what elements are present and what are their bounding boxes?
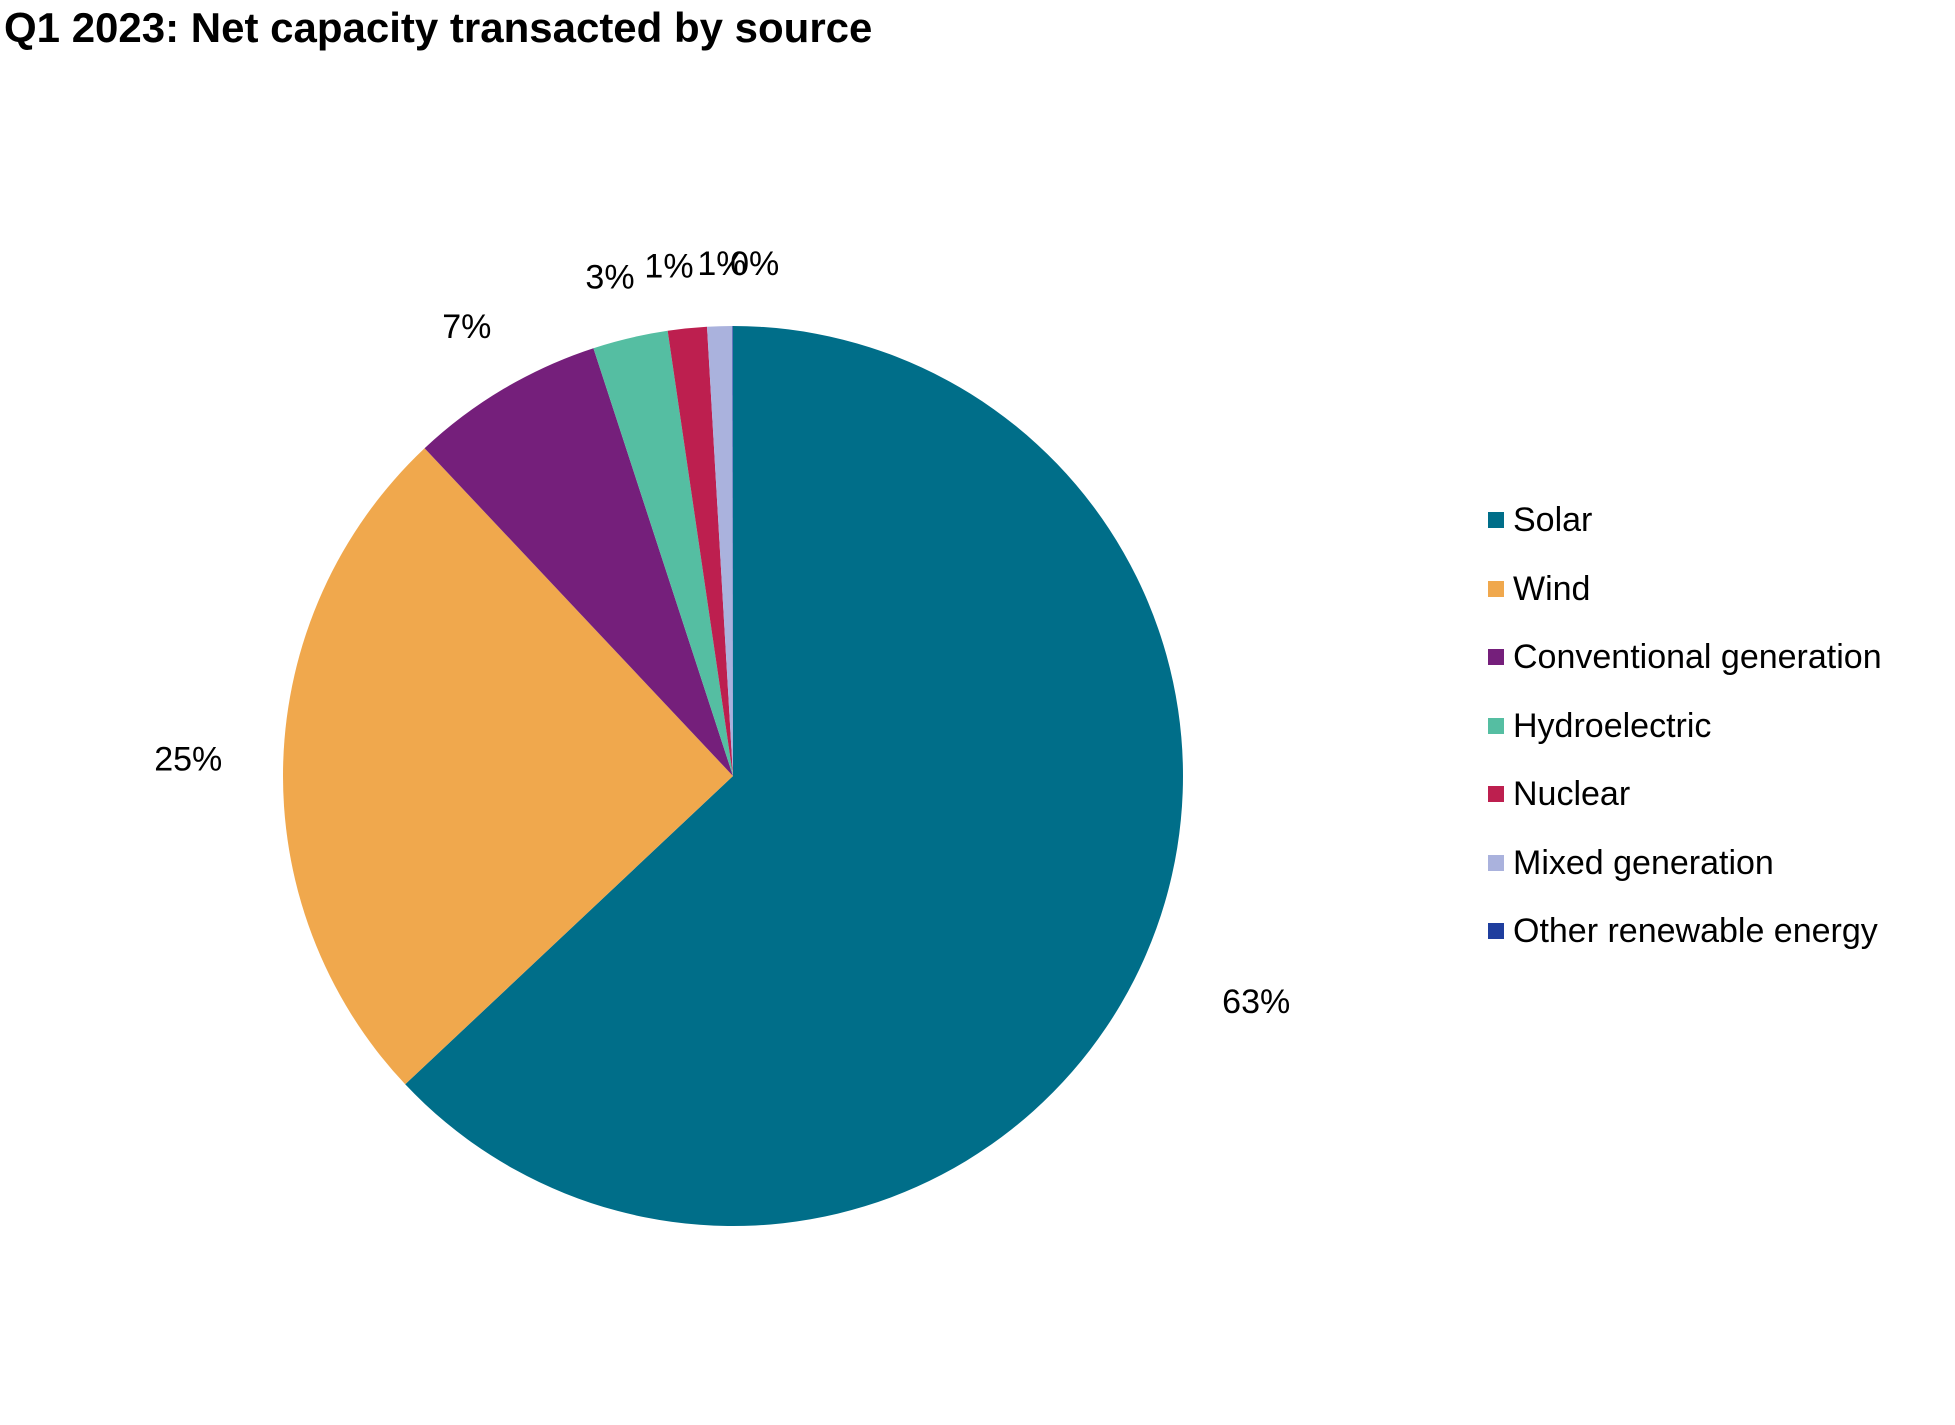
legend-label-conventional-generation: Conventional generation xyxy=(1513,638,1882,677)
pie-slice-hydroelectric xyxy=(593,330,733,776)
legend-swatch-mixed-generation xyxy=(1488,854,1504,871)
legend-item-mixed-generation: Mixed generation xyxy=(1488,829,1882,898)
legend-label-solar: Solar xyxy=(1513,501,1593,540)
legend-item-hydroelectric: Hydroelectric xyxy=(1488,692,1882,761)
data-label-nuclear: 1% xyxy=(644,248,693,286)
legend-swatch-hydroelectric xyxy=(1488,717,1504,734)
legend-item-other-renewable-energy: Other renewable energy xyxy=(1488,897,1882,966)
pie-slice-solar xyxy=(405,326,1183,1226)
legend-label-hydroelectric: Hydroelectric xyxy=(1513,706,1712,745)
legend-item-conventional-generation: Conventional generation xyxy=(1488,623,1882,692)
legend-label-wind: Wind xyxy=(1513,569,1591,608)
legend-swatch-conventional-generation xyxy=(1488,649,1504,666)
legend: Solar Wind Conventional generation Hydroele… xyxy=(1488,486,1882,966)
pie-slices xyxy=(282,325,1183,1226)
legend-swatch-solar xyxy=(1488,512,1504,529)
chart-title: Q1 2023: Net capacity transacted by sour… xyxy=(4,4,873,51)
pie-slice-other-renewable-energy xyxy=(732,325,733,776)
data-label-hydroelectric: 3% xyxy=(585,259,634,297)
pie-slice-mixed-generation xyxy=(707,326,733,776)
data-label-mixed-generation: 1% xyxy=(697,245,746,283)
legend-item-nuclear: Nuclear xyxy=(1488,760,1882,829)
data-label-solar: 63% xyxy=(1222,983,1290,1021)
pie-slice-wind xyxy=(282,448,733,1085)
pie-slice-nuclear xyxy=(667,326,733,776)
legend-swatch-wind xyxy=(1488,580,1504,597)
data-label-wind: 25% xyxy=(154,740,222,778)
legend-item-wind: Wind xyxy=(1488,555,1882,624)
legend-swatch-other-renewable-energy xyxy=(1488,923,1504,940)
legend-label-other-renewable-energy: Other renewable energy xyxy=(1513,912,1878,951)
pie-slice-conventional-generation xyxy=(424,348,733,776)
data-label-other-renewable-energy: 0% xyxy=(730,245,779,283)
pie-data-labels: 63%25%7%3% 1% 1%0% xyxy=(154,245,1290,1021)
legend-swatch-nuclear xyxy=(1488,786,1504,803)
data-label-conventional-generation: 7% xyxy=(442,308,491,346)
legend-label-nuclear: Nuclear xyxy=(1513,775,1631,814)
legend-item-solar: Solar xyxy=(1488,486,1882,555)
legend-label-mixed-generation: Mixed generation xyxy=(1513,843,1774,882)
